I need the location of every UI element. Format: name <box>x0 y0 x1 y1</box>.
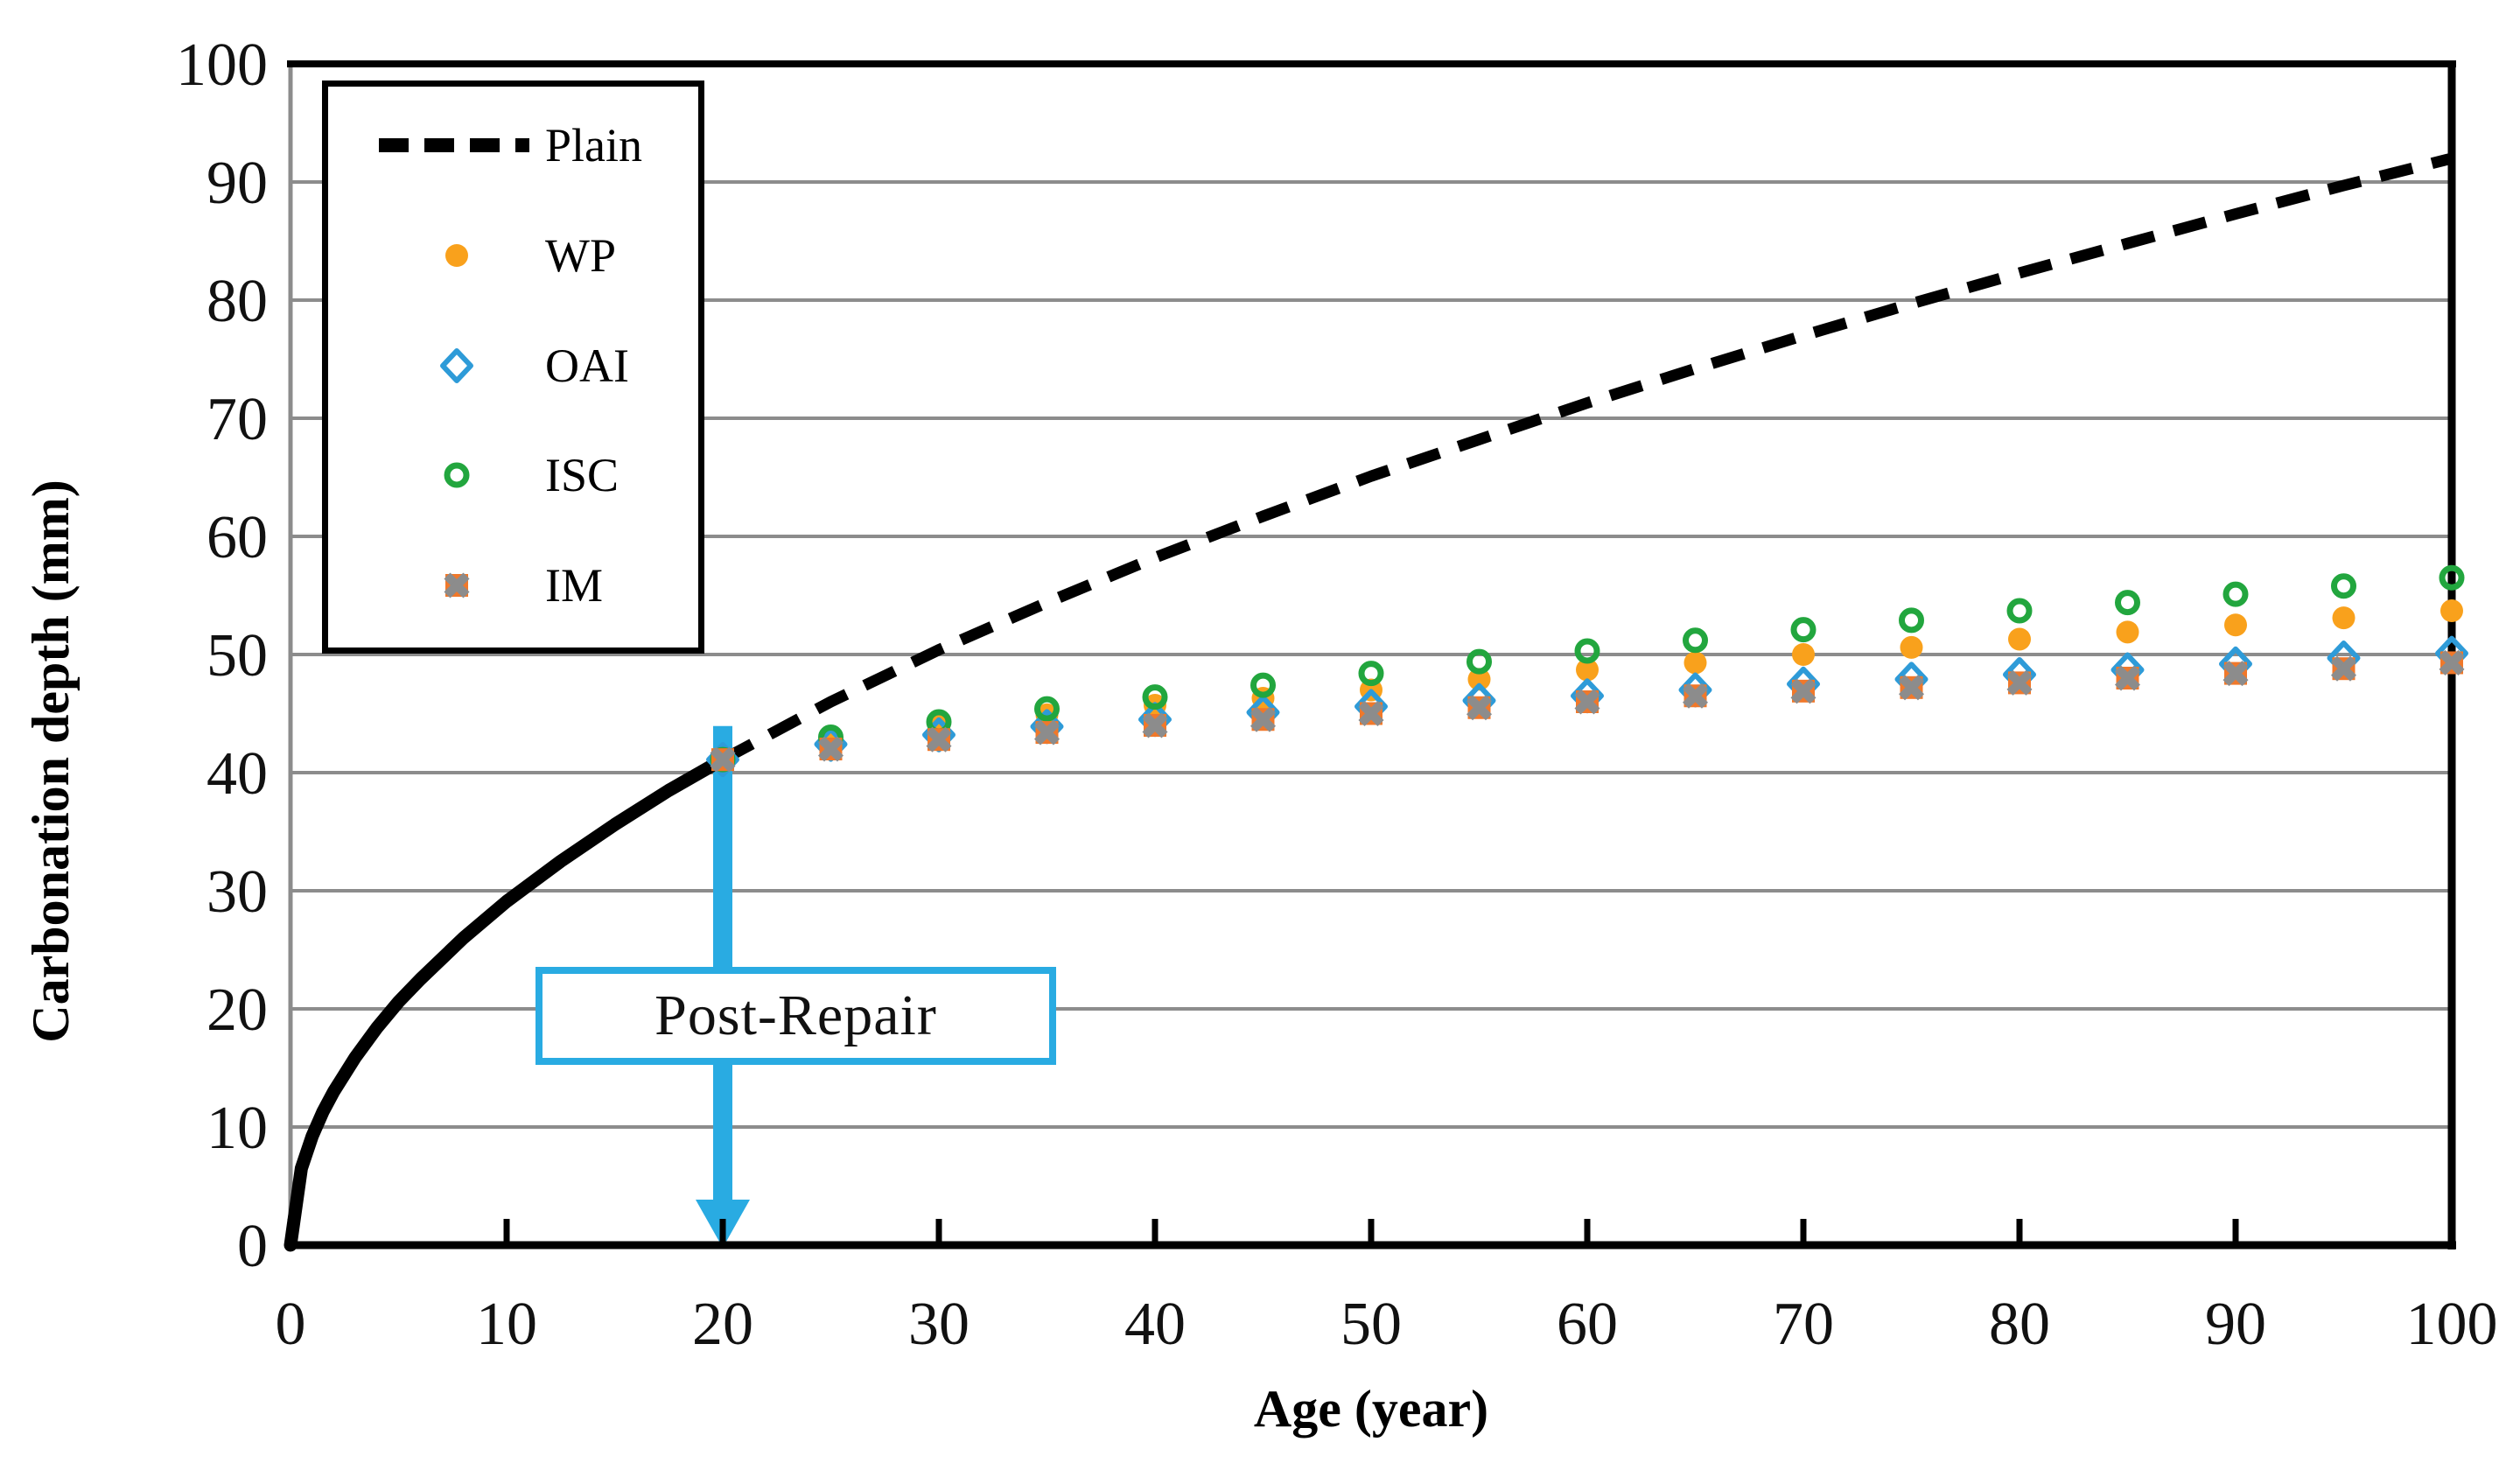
svg-text:60: 60 <box>1557 1291 1618 1358</box>
open-circle-marker-icon <box>444 462 470 488</box>
x-axis-title: Age (year) <box>1253 1380 1489 1438</box>
square-x-marker-icon <box>444 572 470 598</box>
svg-text:0: 0 <box>276 1291 306 1358</box>
svg-text:50: 50 <box>1340 1291 1402 1358</box>
post-repair-annotation-box: Post-Repair <box>536 967 1056 1065</box>
svg-text:90: 90 <box>2205 1291 2266 1358</box>
legend-label: OAI <box>545 339 629 392</box>
svg-text:80: 80 <box>206 268 268 335</box>
svg-text:0: 0 <box>237 1213 268 1280</box>
y-axis-title: Carbonation depth (mm) <box>22 480 80 1043</box>
legend-item-im: IM <box>328 553 698 618</box>
filled-circle-marker-icon <box>445 243 468 267</box>
svg-text:40: 40 <box>206 740 268 808</box>
legend-item-oai: OAI <box>328 333 698 398</box>
legend-label: ISC <box>545 449 620 502</box>
svg-text:90: 90 <box>206 150 268 217</box>
svg-text:30: 30 <box>206 858 268 926</box>
svg-text:50: 50 <box>206 622 268 690</box>
svg-text:40: 40 <box>1124 1291 1186 1358</box>
svg-text:30: 30 <box>908 1291 970 1358</box>
legend: Plain WP OAI ISC IM <box>322 80 704 654</box>
legend-item-plain: Plain <box>328 113 698 178</box>
post-repair-label: Post-Repair <box>654 984 937 1047</box>
plain-dash-line-icon <box>379 138 529 152</box>
legend-label: WP <box>545 228 616 282</box>
svg-text:20: 20 <box>206 976 268 1044</box>
legend-item-isc: ISC <box>328 443 698 508</box>
legend-item-wp: WP <box>328 223 698 288</box>
legend-label: IM <box>545 559 603 612</box>
svg-text:70: 70 <box>206 386 268 453</box>
svg-text:10: 10 <box>206 1095 268 1162</box>
svg-text:80: 80 <box>1989 1291 2050 1358</box>
svg-text:20: 20 <box>692 1291 753 1358</box>
svg-text:100: 100 <box>176 32 268 99</box>
legend-label: Plain <box>545 119 643 172</box>
open-diamond-marker-icon <box>440 347 473 383</box>
svg-text:70: 70 <box>1773 1291 1834 1358</box>
svg-text:100: 100 <box>2406 1291 2498 1358</box>
svg-text:60: 60 <box>206 504 268 571</box>
svg-text:10: 10 <box>476 1291 537 1358</box>
